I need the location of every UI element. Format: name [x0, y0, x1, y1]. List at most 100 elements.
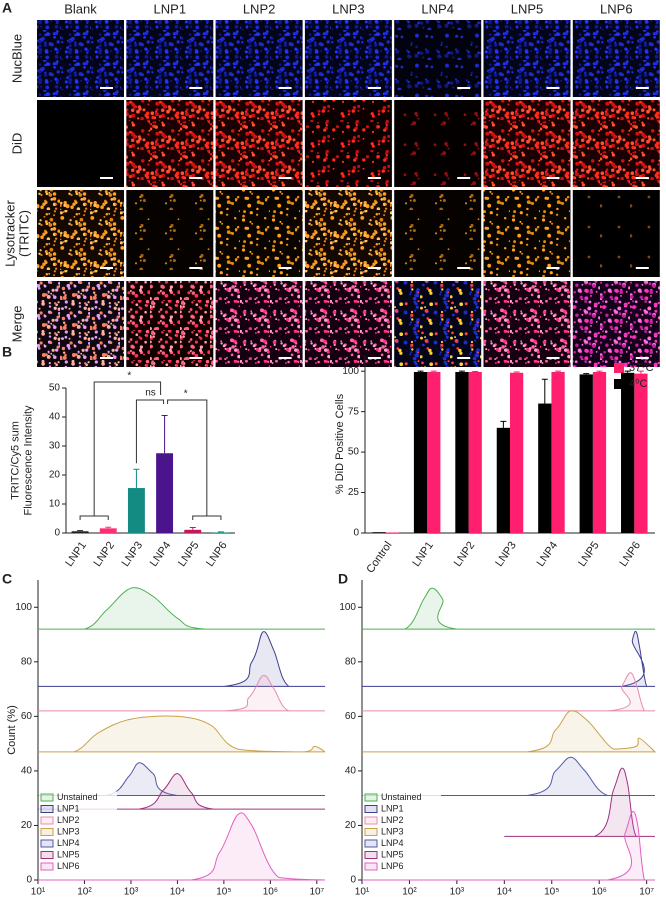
legend-label: LNP3 [57, 826, 80, 836]
legend-swatch [364, 862, 378, 871]
y-tick-label: 20 [49, 470, 61, 481]
legend-swatch [40, 862, 54, 871]
legend-swatch [364, 851, 378, 859]
legend-label: LNP4 [381, 838, 404, 848]
legend-label: LNP5 [57, 849, 80, 859]
legend-swatch [364, 793, 378, 802]
x-tick-label: 10³ [124, 887, 139, 898]
y-tick-label: 20 [345, 820, 357, 831]
x-tick-label: 10² [77, 887, 92, 898]
significance-bracket [192, 515, 222, 520]
y-tick-label: 0 [353, 528, 359, 539]
y-tick-label: 80 [21, 656, 33, 667]
x-tick-label: LNP2 [452, 540, 478, 569]
legend-swatch [364, 828, 378, 836]
x-tick-label: LNP3 [493, 540, 519, 569]
panel-label: A [2, 0, 12, 16]
x-tick-label: 10⁷ [639, 887, 654, 898]
bar [538, 403, 552, 533]
legend-label: LNP1 [57, 803, 80, 813]
x-tick-label: 10⁷ [309, 887, 324, 898]
row-label: DiD [9, 133, 24, 155]
y-tick-label: 60 [21, 711, 33, 722]
histogram-curve [38, 812, 326, 881]
histogram-curve [362, 587, 655, 630]
y-axis-label: Fluorescence Intensity [22, 405, 34, 516]
micrograph [394, 281, 482, 367]
column-header: LNP1 [154, 1, 187, 16]
y-tick-label: 75 [348, 406, 360, 417]
micrograph [126, 20, 214, 97]
legend-swatch [40, 793, 54, 802]
y-tick-label: 100 [342, 366, 359, 377]
x-tick-label: 10⁴ [497, 887, 512, 898]
x-tick-label: 10¹ [355, 887, 370, 898]
bar [127, 488, 145, 533]
x-tick-label: 10⁵ [216, 887, 231, 898]
x-tick-label: LNP4 [535, 540, 561, 569]
micrograph [215, 20, 303, 97]
micrograph [394, 190, 482, 277]
x-tick-label: LNP1 [63, 540, 89, 569]
significance-bracket [135, 399, 165, 464]
y-tick-label: 40 [49, 412, 61, 423]
micrograph [483, 20, 571, 97]
y-axis-label: % DiD Positive Cells [334, 393, 346, 494]
histogram-curve [38, 587, 325, 630]
bar [634, 373, 648, 533]
x-tick-label: LNP4 [148, 540, 174, 569]
column-header: LNP4 [421, 1, 454, 16]
legend-label: LNP1 [381, 803, 404, 813]
error-bar [541, 378, 548, 404]
bar [71, 531, 89, 533]
legend-label: LNP2 [381, 815, 404, 825]
row-label: Lysotracker [2, 199, 17, 266]
y-tick-label: 30 [49, 441, 61, 452]
y-tick-label: 80 [345, 656, 357, 667]
histogram-curve [38, 715, 326, 753]
bar [579, 374, 593, 533]
x-tick-label: LNP1 [410, 540, 436, 569]
bar [212, 532, 230, 533]
histogram-curve [37, 631, 325, 687]
significance-bracket [93, 381, 162, 516]
panel-label: C [2, 571, 12, 587]
row-label: Merge [9, 306, 24, 343]
x-tick-label: 10⁴ [170, 887, 185, 898]
bar [621, 372, 635, 533]
column-header: LNP3 [332, 1, 365, 16]
error-bar [105, 526, 112, 529]
panel-label: B [2, 344, 12, 360]
micrograph [37, 20, 124, 97]
legend-label: LNP6 [57, 861, 80, 871]
error-bar [624, 370, 631, 373]
error-bar [583, 373, 590, 375]
legend-swatch [364, 839, 378, 848]
column-header: LNP2 [243, 1, 276, 16]
histogram-curve [37, 674, 325, 712]
legend-label: Unstained [57, 792, 98, 802]
legend-swatch [40, 851, 54, 859]
y-axis-label: Count (%) [6, 705, 18, 755]
bar [510, 372, 524, 533]
histogram-curve [361, 756, 655, 796]
micrograph [572, 190, 660, 277]
legend-swatch [40, 839, 54, 848]
y-tick-label: 25 [348, 487, 360, 498]
error-bar [161, 415, 168, 454]
error-bar [430, 370, 437, 372]
error-bar [77, 530, 84, 532]
x-tick-label: 10⁶ [263, 887, 278, 898]
legend-label: LNP6 [381, 861, 404, 871]
x-tick-label: 10¹ [31, 887, 46, 898]
micrograph [126, 190, 214, 277]
histogram-curve [38, 773, 325, 810]
error-bar [555, 370, 562, 372]
x-tick-label: LNP5 [576, 540, 602, 569]
micrograph [572, 100, 660, 187]
column-header: Blank [64, 1, 97, 16]
legend-label: LNP2 [57, 815, 80, 825]
significance-label: * [184, 389, 188, 400]
